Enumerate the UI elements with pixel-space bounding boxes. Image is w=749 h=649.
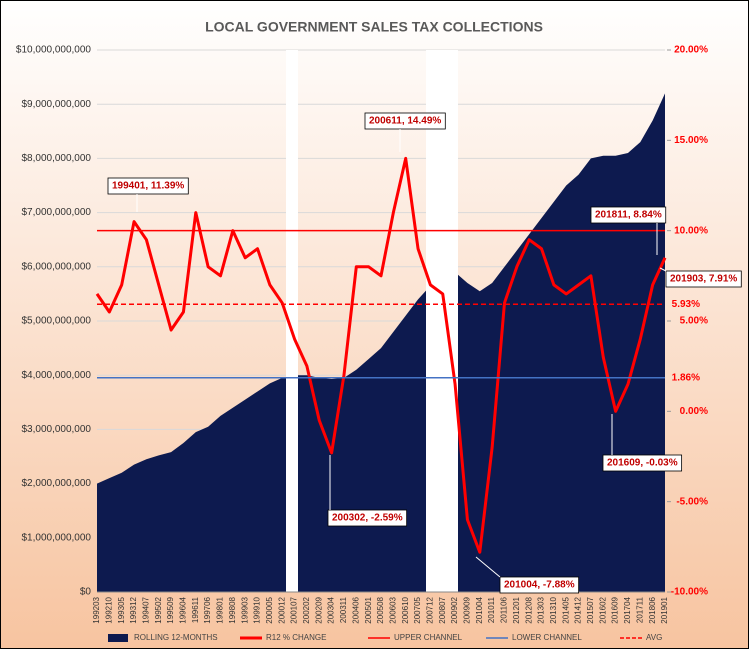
channel-label: 5.93% [672, 299, 700, 310]
annotation-box [364, 112, 446, 130]
legend-swatch [108, 634, 128, 642]
x-tick-label: 199210 [104, 596, 113, 623]
y2-tick-label: 10.00% [674, 225, 708, 236]
y-tick-label: $8,000,000,000 [21, 153, 91, 164]
y2-tick-label: 15.00% [674, 135, 708, 146]
x-tick-label: 201303 [537, 596, 546, 623]
y2-tick-label: 20.00% [674, 45, 708, 56]
x-tick-label: 201004 [475, 596, 484, 623]
y-tick-label: $5,000,000,000 [21, 316, 91, 327]
x-tick-label: 201412 [574, 596, 583, 623]
x-tick-label: 200508 [376, 596, 385, 623]
y2-tick-label: -10.00% [671, 587, 708, 598]
annotation-box [327, 509, 408, 527]
area [97, 93, 665, 593]
x-tick-label: 200304 [327, 596, 336, 623]
annotation: 201004, -7.88% [504, 580, 575, 591]
annotation: 200611, 14.49% [369, 116, 441, 127]
x-tick-label: 199910 [253, 596, 262, 623]
x-tick-label: 201201 [512, 596, 521, 623]
recession-band [286, 50, 298, 592]
x-tick-label: 201106 [500, 596, 509, 623]
legend-label: ROLLING 12-MONTHS [134, 633, 218, 642]
annotation: 199401, 11.39% [112, 181, 184, 192]
x-tick-label: 200610 [401, 596, 410, 623]
y-tick-label: $1,000,000,000 [21, 532, 91, 543]
x-tick-label: 199305 [117, 596, 126, 623]
x-tick-label: 199509 [166, 596, 175, 623]
x-tick-label: 199502 [154, 596, 163, 623]
legend-label: R12 % CHANGE [266, 633, 326, 642]
legend-label: LOWER CHANNEL [512, 633, 582, 642]
x-tick-label: 199203 [92, 596, 101, 623]
annotation-box [107, 177, 189, 195]
x-tick-label: 200202 [302, 596, 311, 623]
x-tick-label: 200909 [463, 596, 472, 623]
x-tick-label: 200005 [265, 596, 274, 623]
x-tick-label: 201310 [549, 596, 558, 623]
y-tick-label: $9,000,000,000 [21, 99, 91, 110]
x-tick-label: 199801 [216, 596, 225, 623]
x-tick-label: 200501 [364, 596, 373, 623]
x-tick-label: 201602 [598, 596, 607, 623]
x-tick-label: 201806 [648, 596, 657, 623]
x-tick-label: 200012 [277, 596, 286, 623]
y-tick-label: $7,000,000,000 [21, 207, 91, 218]
x-tick-label: 200902 [450, 596, 459, 623]
x-tick-label: 199808 [228, 596, 237, 623]
x-tick-label: 199706 [203, 596, 212, 623]
x-tick-label: 201901 [660, 596, 669, 623]
annotation-leader [475, 556, 501, 578]
y2-tick-label: -5.00% [676, 496, 708, 507]
x-tick-label: 199312 [129, 596, 138, 623]
line [95, 156, 667, 554]
y2-tick-label: 5.00% [680, 316, 708, 327]
chart-title: LOCAL GOVERNMENT SALES TAX COLLECTIONS [205, 19, 543, 35]
x-tick-label: 201711 [635, 596, 644, 623]
y-tick-label: $2,000,000,000 [21, 478, 91, 489]
recession-band [426, 50, 458, 592]
x-tick-label: 201609 [611, 596, 620, 623]
y-tick-label: $4,000,000,000 [21, 370, 91, 381]
annotation-box [590, 206, 667, 224]
y-tick-label: $0 [80, 587, 92, 598]
annotation: 201609, -0.03% [607, 458, 678, 469]
x-tick-label: 200107 [290, 596, 299, 623]
x-tick-label: 199611 [191, 596, 200, 623]
x-tick-label: 200311 [339, 596, 348, 623]
x-tick-label: 200209 [314, 596, 323, 623]
x-tick-label: 199903 [240, 596, 249, 623]
y-tick-label: $6,000,000,000 [21, 261, 91, 272]
annotation-leader [659, 267, 667, 272]
x-tick-label: 201208 [524, 596, 533, 623]
x-tick-label: 199407 [142, 596, 151, 623]
x-tick-label: 201011 [487, 596, 496, 623]
y2-tick-label: 0.00% [680, 406, 708, 417]
annotation-box [665, 270, 742, 288]
annotation-box [602, 454, 683, 472]
x-tick-label: 200712 [426, 596, 435, 623]
legend-label: AVG [646, 633, 662, 642]
annotation-box [499, 576, 580, 594]
x-tick-label: 201704 [623, 596, 632, 623]
y-tick-label: $10,000,000,000 [16, 45, 92, 56]
channel-label: 1.86% [672, 372, 700, 383]
x-tick-label: 200807 [438, 596, 447, 623]
x-tick-label: 200406 [351, 596, 360, 623]
annotation: 201903, 7.91% [670, 274, 737, 285]
x-tick-label: 199604 [179, 596, 188, 623]
legend-label: UPPER CHANNEL [394, 633, 463, 642]
x-tick-label: 201405 [561, 596, 570, 623]
annotation: 201811, 8.84% [595, 210, 662, 221]
y-tick-label: $3,000,000,000 [21, 424, 91, 435]
annotation: 200302, -2.59% [332, 513, 403, 524]
x-tick-label: 200705 [413, 596, 422, 623]
x-tick-label: 201507 [586, 596, 595, 623]
x-tick-label: 200603 [388, 596, 397, 623]
